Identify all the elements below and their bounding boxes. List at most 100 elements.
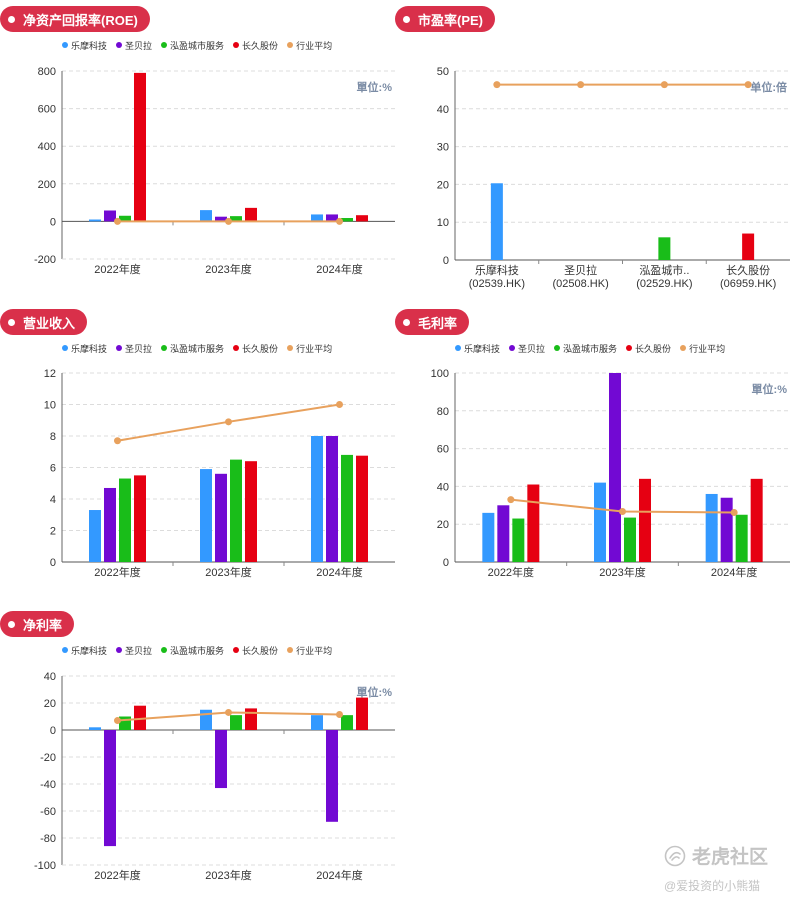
legend-item[interactable]: 泓盈城市服务 (161, 39, 224, 52)
industry-average-point (744, 81, 752, 89)
y-tick-label: 30 (437, 142, 449, 154)
bar (341, 454, 353, 562)
roe-title: 净资产回报率(ROE) (0, 6, 150, 32)
bar (356, 215, 368, 222)
watermark-author: @爱投资的小熊猫 (664, 879, 761, 893)
industry-average-point (619, 508, 626, 516)
legend-swatch-icon (509, 345, 516, 351)
bar (215, 473, 227, 562)
bar (490, 183, 503, 260)
legend-label: 行业平均 (689, 343, 726, 354)
x-tick-label: 2022年度 (488, 565, 534, 579)
x-tick-label: 2023年度 (205, 565, 251, 579)
legend-item[interactable]: 长久股份 (233, 39, 278, 52)
title-dot-icon (403, 318, 410, 326)
legend-swatch-icon (161, 647, 168, 653)
legend-swatch-icon (233, 345, 240, 351)
legend-item[interactable]: 乐摩科技 (62, 39, 107, 52)
legend-swatch-icon (62, 647, 68, 653)
legend-label: 乐摩科技 (71, 645, 108, 656)
bar (104, 487, 116, 562)
bar (134, 72, 146, 222)
revenue-chart: 0 2 4 6 8 10 12 2022年度 2023年度 2024年度 (44, 368, 395, 579)
y-tick-label: -200 (34, 254, 56, 266)
y-tick-label: 0 (443, 557, 449, 569)
legend-item[interactable]: 圣贝拉 (509, 342, 545, 355)
legend-item[interactable]: 圣贝拉 (116, 342, 152, 355)
legend-item[interactable]: 行业平均 (680, 342, 725, 355)
bar (742, 233, 755, 260)
legend-label: 圣贝拉 (125, 343, 153, 354)
x-tick-label: 2023年度 (205, 262, 251, 276)
legend-item[interactable]: 乐摩科技 (455, 342, 500, 355)
legend-item[interactable]: 泓盈城市服务 (161, 342, 224, 355)
bar (356, 455, 368, 562)
gross-margin-legend[interactable]: 乐摩科技 圣贝拉 泓盈城市服务 长久股份 行业平均 (455, 342, 725, 354)
legend-label: 圣贝拉 (125, 645, 153, 656)
bar (326, 436, 338, 562)
bar (89, 727, 101, 730)
pe-title: 市盈率(PE) (395, 6, 496, 32)
legend-item[interactable]: 乐摩科技 (62, 644, 107, 657)
y-tick-label: 20 (44, 698, 56, 710)
legend-item[interactable]: 长久股份 (233, 644, 278, 657)
y-tick-label: 800 (38, 66, 56, 78)
y-tick-label: 10 (437, 217, 449, 229)
legend-item[interactable]: 行业平均 (287, 342, 332, 355)
bar (311, 715, 323, 730)
legend-item[interactable]: 长久股份 (233, 342, 278, 355)
legend-swatch-icon (62, 42, 68, 48)
gross-margin-title-text: 毛利率 (418, 315, 458, 331)
bar (326, 214, 338, 222)
revenue-legend[interactable]: 乐摩科技 圣贝拉 泓盈城市服务 长久股份 行业平均 (62, 342, 332, 354)
legend-item[interactable]: 行业平均 (287, 644, 332, 657)
y-tick-label: 20 (437, 179, 449, 191)
net-margin-chart: -100 -80 -60 -40 -20 0 20 40 2022年度 2023年度 2024年度 單… (34, 671, 395, 882)
y-tick-label: 100 (431, 368, 449, 380)
legend-label: 行业平均 (296, 40, 333, 51)
x-tick-label: 泓盈城市.. (639, 263, 689, 277)
bar (245, 207, 257, 222)
y-tick-label: 0 (50, 216, 56, 228)
bar (104, 730, 116, 847)
net-margin-legend[interactable]: 乐摩科技 圣贝拉 泓盈城市服务 长久股份 行业平均 (62, 644, 332, 656)
industry-average-point (336, 217, 343, 225)
y-tick-label: 400 (38, 141, 56, 153)
x-tick-code-label: (06959.HK) (720, 278, 776, 290)
legend-swatch-icon (62, 345, 68, 351)
legend-label: 长久股份 (242, 645, 279, 656)
legend-item[interactable]: 行业平均 (287, 39, 332, 52)
legend-label: 圣贝拉 (125, 40, 153, 51)
legend-item[interactable]: 乐摩科技 (62, 342, 107, 355)
legend-swatch-icon (161, 345, 168, 351)
industry-average-point (225, 217, 232, 225)
legend-swatch-icon (287, 345, 294, 351)
bar (245, 708, 257, 730)
gross-margin-title: 毛利率 (395, 309, 470, 335)
legend-swatch-icon (233, 647, 240, 653)
y-tick-label: 50 (437, 66, 449, 78)
unit-label: 單位:% (357, 80, 393, 94)
legend-item[interactable]: 圣贝拉 (116, 39, 152, 52)
legend-swatch-icon (287, 647, 294, 653)
y-tick-label: -80 (40, 833, 56, 845)
bar (639, 478, 651, 562)
y-tick-label: 12 (44, 368, 56, 380)
x-tick-label: 2024年度 (316, 565, 362, 579)
tiger-logo-icon (664, 845, 686, 866)
bar (245, 461, 257, 562)
roe-legend[interactable]: 乐摩科技 圣贝拉 泓盈城市服务 长久股份 行业平均 (62, 39, 332, 51)
revenue-title: 营业收入 (0, 309, 88, 335)
legend-swatch-icon (161, 42, 168, 48)
legend-item[interactable]: 泓盈城市服务 (554, 342, 617, 355)
y-tick-label: 8 (50, 431, 56, 443)
legend-swatch-icon (116, 345, 123, 351)
bar (200, 469, 212, 562)
unit-label: 单位:倍 (750, 80, 787, 94)
industry-average-point (493, 81, 501, 89)
legend-item[interactable]: 泓盈城市服务 (161, 644, 224, 657)
legend-item[interactable]: 长久股份 (626, 342, 671, 355)
bar (104, 210, 116, 222)
legend-item[interactable]: 圣贝拉 (116, 644, 152, 657)
x-tick-code-label: (02539.HK) (469, 278, 525, 290)
